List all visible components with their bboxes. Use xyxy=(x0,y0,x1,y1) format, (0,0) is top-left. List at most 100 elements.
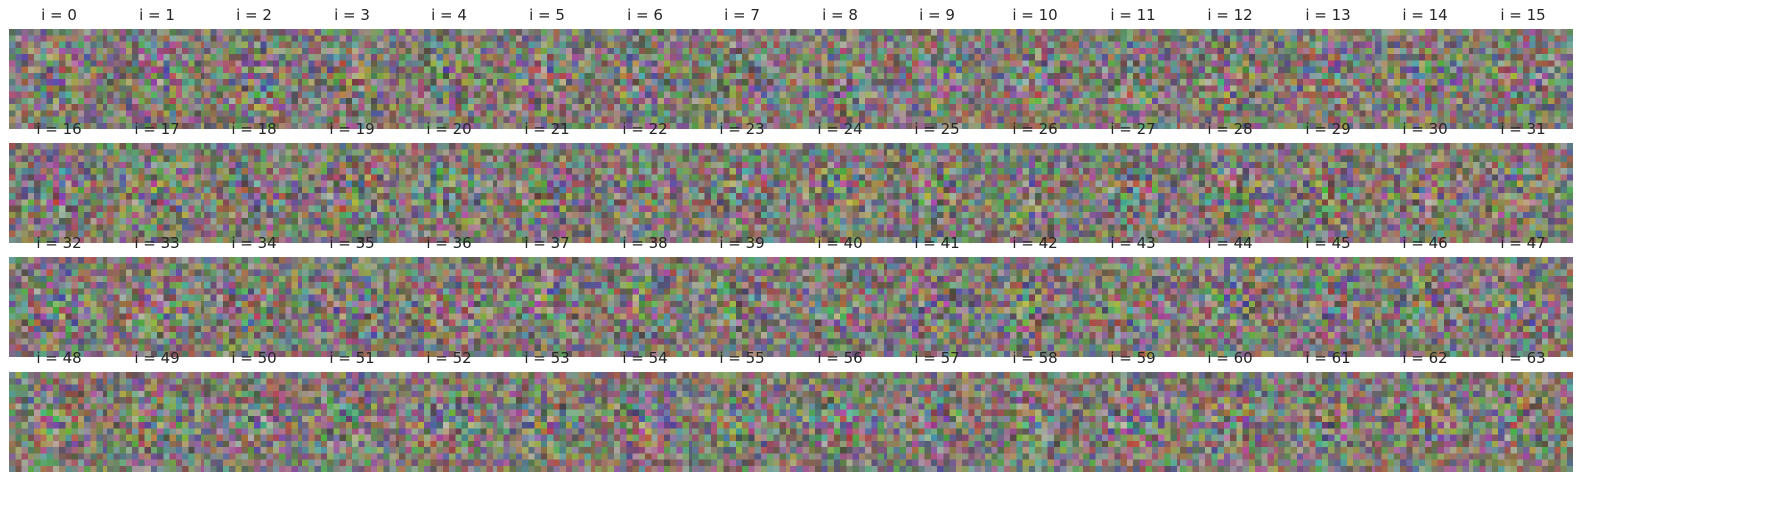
panel-title: i = 45 xyxy=(1305,234,1351,252)
filter-image xyxy=(302,372,402,472)
filter-panel: i = 20 xyxy=(399,119,499,245)
filter-image xyxy=(1083,372,1183,472)
filter-image xyxy=(9,29,109,129)
filter-image xyxy=(887,257,987,357)
filter-panel: i = 13 xyxy=(1278,5,1378,131)
filter-image xyxy=(302,257,402,357)
panel-title: i = 25 xyxy=(914,120,960,138)
filter-panel: i = 5 xyxy=(497,5,597,131)
filter-image xyxy=(887,143,987,243)
filter-panel: i = 17 xyxy=(107,119,207,245)
panel-title: i = 48 xyxy=(36,349,82,367)
filter-panel: i = 11 xyxy=(1083,5,1183,131)
filter-image xyxy=(790,372,890,472)
filter-panel: i = 53 xyxy=(497,348,597,474)
filter-panel: i = 4 xyxy=(399,5,499,131)
filter-image xyxy=(692,143,792,243)
filter-image xyxy=(497,372,597,472)
filter-image xyxy=(1473,143,1573,243)
filter-image xyxy=(1180,143,1280,243)
filter-panel: i = 16 xyxy=(9,119,109,245)
panel-title: i = 32 xyxy=(36,234,82,252)
filter-panel: i = 26 xyxy=(985,119,1085,245)
filter-image xyxy=(204,29,304,129)
panel-title: i = 31 xyxy=(1500,120,1546,138)
panel-title: i = 0 xyxy=(41,6,77,24)
filter-panel: i = 29 xyxy=(1278,119,1378,245)
panel-title: i = 3 xyxy=(334,6,370,24)
filter-image xyxy=(1278,257,1378,357)
filter-image xyxy=(9,143,109,243)
filter-panel: i = 41 xyxy=(887,233,987,359)
filter-image xyxy=(1180,372,1280,472)
panel-title: i = 7 xyxy=(724,6,760,24)
filter-image xyxy=(9,257,109,357)
filter-panel: i = 62 xyxy=(1375,348,1475,474)
filter-panel: i = 48 xyxy=(9,348,109,474)
filter-image xyxy=(302,29,402,129)
filter-image xyxy=(1375,257,1475,357)
filter-image xyxy=(887,372,987,472)
filter-panel: i = 15 xyxy=(1473,5,1573,131)
filter-image xyxy=(497,29,597,129)
filter-image xyxy=(692,372,792,472)
filter-panel: i = 37 xyxy=(497,233,597,359)
filter-image xyxy=(204,372,304,472)
filter-panel: i = 59 xyxy=(1083,348,1183,474)
filter-image xyxy=(790,29,890,129)
filter-image xyxy=(1473,372,1573,472)
panel-title: i = 37 xyxy=(524,234,570,252)
filter-image xyxy=(107,29,207,129)
filter-image xyxy=(399,29,499,129)
filter-panel: i = 32 xyxy=(9,233,109,359)
filter-image xyxy=(399,257,499,357)
panel-title: i = 58 xyxy=(1012,349,1058,367)
panel-title: i = 52 xyxy=(426,349,472,367)
filter-image xyxy=(1278,372,1378,472)
panel-title: i = 15 xyxy=(1500,6,1546,24)
filter-image xyxy=(1473,257,1573,357)
filter-panel: i = 61 xyxy=(1278,348,1378,474)
panel-title: i = 35 xyxy=(329,234,375,252)
filter-image xyxy=(1375,143,1475,243)
filter-panel: i = 14 xyxy=(1375,5,1475,131)
filter-image xyxy=(1083,257,1183,357)
filter-panel: i = 40 xyxy=(790,233,890,359)
filter-image xyxy=(497,143,597,243)
panel-title: i = 5 xyxy=(529,6,565,24)
panel-title: i = 2 xyxy=(236,6,272,24)
panel-title: i = 42 xyxy=(1012,234,1058,252)
filter-image xyxy=(1180,29,1280,129)
panel-title: i = 11 xyxy=(1110,6,1156,24)
filter-panel: i = 2 xyxy=(204,5,304,131)
panel-title: i = 38 xyxy=(622,234,668,252)
filter-image xyxy=(887,29,987,129)
panel-title: i = 14 xyxy=(1402,6,1448,24)
panel-title: i = 27 xyxy=(1110,120,1156,138)
panel-title: i = 62 xyxy=(1402,349,1448,367)
panel-title: i = 4 xyxy=(431,6,467,24)
filter-panel: i = 3 xyxy=(302,5,402,131)
panel-title: i = 49 xyxy=(134,349,180,367)
filter-panel: i = 27 xyxy=(1083,119,1183,245)
filter-panel: i = 57 xyxy=(887,348,987,474)
panel-title: i = 29 xyxy=(1305,120,1351,138)
filter-image xyxy=(1473,29,1573,129)
filter-image xyxy=(1083,143,1183,243)
filter-panel: i = 1 xyxy=(107,5,207,131)
filter-panel: i = 25 xyxy=(887,119,987,245)
filter-image xyxy=(1278,143,1378,243)
filter-image xyxy=(9,372,109,472)
filter-panel: i = 33 xyxy=(107,233,207,359)
panel-title: i = 16 xyxy=(36,120,82,138)
panel-title: i = 41 xyxy=(914,234,960,252)
panel-title: i = 44 xyxy=(1207,234,1253,252)
filter-image xyxy=(985,143,1085,243)
filter-panel: i = 60 xyxy=(1180,348,1280,474)
filter-image xyxy=(595,29,695,129)
filter-panel: i = 36 xyxy=(399,233,499,359)
filter-image xyxy=(692,29,792,129)
filter-panel: i = 51 xyxy=(302,348,402,474)
filter-panel: i = 7 xyxy=(692,5,792,131)
panel-title: i = 40 xyxy=(817,234,863,252)
